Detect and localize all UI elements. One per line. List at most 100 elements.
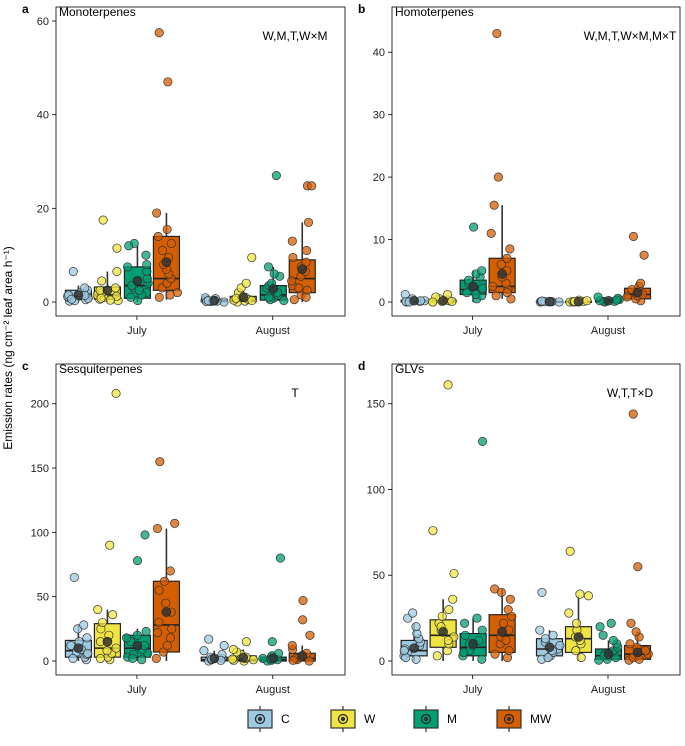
data-point: [496, 259, 506, 270]
data-point: [501, 635, 511, 645]
data-point: [124, 241, 134, 251]
mean-point: [132, 276, 143, 286]
data-point: [625, 639, 635, 649]
data-point: [269, 269, 279, 279]
data-point: [471, 289, 481, 300]
data-point: [154, 28, 164, 38]
box-august-w: [229, 252, 257, 307]
box-august-m: [259, 171, 289, 306]
data-point: [502, 288, 512, 298]
panel-annotation: W,T,T×D: [607, 386, 654, 400]
data-point: [555, 641, 565, 651]
data-point: [493, 172, 503, 182]
data-point: [628, 231, 638, 241]
panel-annotation: T: [291, 386, 299, 400]
mean-point: [161, 607, 172, 617]
data-point: [165, 290, 175, 300]
mean-point: [102, 285, 113, 296]
panel-c: 0 50 100 150 200 July August c Sesquiterpenes T: [22, 359, 346, 696]
data-point: [505, 594, 515, 604]
data-point: [462, 288, 472, 298]
mean-point: [132, 640, 143, 651]
data-point: [154, 617, 164, 627]
box-july-c: [64, 572, 93, 665]
mean-point: [209, 295, 220, 306]
data-point: [498, 618, 509, 628]
data-point: [428, 297, 438, 307]
data-point: [288, 655, 298, 665]
data-point: [448, 594, 458, 604]
data-point: [486, 228, 496, 238]
data-point: [598, 630, 608, 640]
data-point: [583, 591, 593, 601]
panel-frame: [55, 363, 346, 676]
mean-point: [297, 264, 308, 275]
mean-point: [238, 292, 249, 303]
x-tick-label: August: [591, 325, 625, 337]
legend-mean: [423, 716, 429, 722]
data-point: [263, 262, 274, 272]
data-point: [98, 215, 108, 225]
data-point: [155, 457, 165, 467]
box-july-m: [121, 530, 153, 665]
data-point: [443, 635, 453, 645]
panel-title: Monoterpenes: [59, 5, 136, 19]
box-august-w: [227, 637, 258, 666]
panel-letter: c: [22, 359, 29, 373]
y-tick-label: 150: [31, 463, 49, 475]
data-point: [163, 77, 173, 87]
mean-point: [73, 290, 84, 300]
data-point: [80, 283, 90, 293]
legend-label: M: [447, 712, 457, 726]
mean-point: [468, 281, 478, 292]
data-point: [477, 625, 487, 635]
data-point: [111, 643, 121, 653]
y-tick-label: 60: [37, 16, 49, 28]
panel-annotation: W,M,T,W×M,M×T: [584, 29, 677, 43]
data-point: [158, 245, 168, 256]
legend-label: W: [364, 712, 376, 726]
data-point: [83, 648, 93, 658]
mean-point: [497, 269, 507, 279]
box-july-c: [399, 608, 428, 664]
panel-title: Sesquiterpenes: [59, 362, 142, 376]
data-point: [108, 610, 118, 620]
mean-point: [497, 627, 507, 637]
box-july-c: [63, 267, 93, 306]
panel-frame: [55, 6, 346, 317]
data-point: [469, 222, 479, 232]
box-july-w: [428, 289, 457, 307]
mean-point: [409, 295, 419, 306]
mean-point: [573, 632, 584, 642]
data-point: [432, 651, 442, 661]
box-august-mw: [623, 409, 653, 665]
data-point: [298, 595, 308, 606]
box-august-c: [199, 634, 229, 666]
data-point: [151, 653, 161, 663]
y-tick-label: 20: [37, 203, 49, 215]
mean-point: [409, 643, 419, 653]
data-point: [460, 618, 470, 628]
legend: C W M MW: [247, 706, 552, 732]
y-tick-label: 10: [373, 235, 385, 247]
data-point: [572, 618, 582, 628]
x-tick-label: August: [591, 684, 625, 696]
data-point: [141, 250, 151, 260]
data-point: [279, 296, 289, 306]
data-point: [307, 181, 317, 191]
mean-point: [73, 643, 84, 653]
data-point: [490, 649, 500, 659]
data-point: [93, 604, 103, 615]
data-point: [477, 266, 487, 276]
data-point: [154, 292, 164, 302]
legend-label: MW: [530, 712, 552, 726]
legend-label: C: [281, 712, 290, 726]
data-point: [477, 654, 487, 664]
data-point: [540, 634, 550, 644]
data-point: [68, 267, 78, 277]
data-point: [565, 546, 575, 556]
mean-point: [238, 652, 249, 663]
y-tick-label: 150: [367, 399, 385, 411]
data-point: [478, 283, 488, 293]
